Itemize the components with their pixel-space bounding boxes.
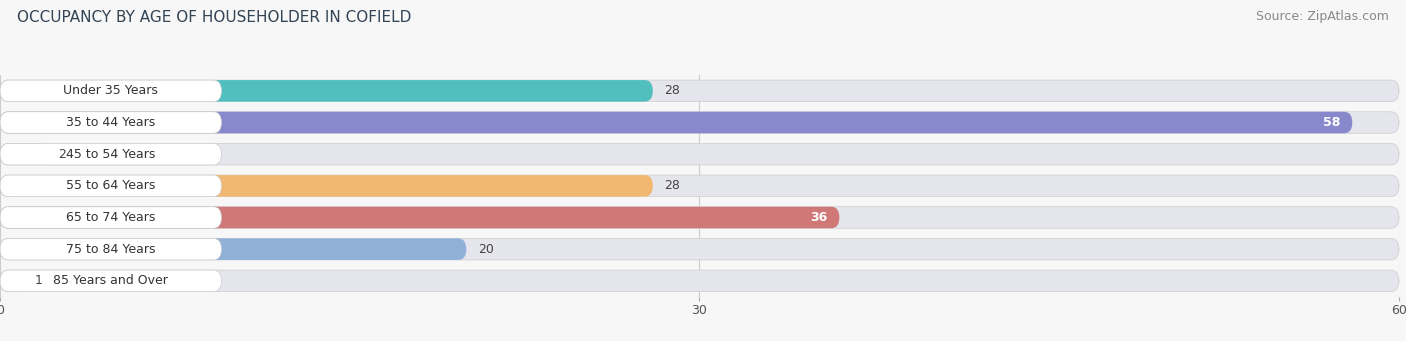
Text: 55 to 64 Years: 55 to 64 Years [66, 179, 156, 192]
FancyBboxPatch shape [0, 238, 222, 260]
FancyBboxPatch shape [0, 270, 222, 292]
FancyBboxPatch shape [0, 175, 652, 197]
Text: 45 to 54 Years: 45 to 54 Years [66, 148, 156, 161]
FancyBboxPatch shape [0, 112, 222, 133]
FancyBboxPatch shape [0, 207, 839, 228]
Text: 1: 1 [35, 275, 42, 287]
FancyBboxPatch shape [0, 80, 1399, 102]
FancyBboxPatch shape [0, 80, 222, 102]
FancyBboxPatch shape [0, 270, 1399, 292]
Text: 35 to 44 Years: 35 to 44 Years [66, 116, 156, 129]
FancyBboxPatch shape [0, 80, 652, 102]
FancyBboxPatch shape [0, 207, 1399, 228]
FancyBboxPatch shape [0, 175, 222, 197]
Text: 28: 28 [665, 84, 681, 97]
FancyBboxPatch shape [0, 144, 222, 165]
FancyBboxPatch shape [0, 112, 1353, 133]
FancyBboxPatch shape [0, 175, 1399, 197]
FancyBboxPatch shape [0, 144, 1399, 165]
Text: 58: 58 [1323, 116, 1341, 129]
Text: 2: 2 [58, 148, 66, 161]
Text: 20: 20 [478, 243, 494, 256]
FancyBboxPatch shape [0, 144, 46, 165]
Text: 36: 36 [810, 211, 828, 224]
Text: OCCUPANCY BY AGE OF HOUSEHOLDER IN COFIELD: OCCUPANCY BY AGE OF HOUSEHOLDER IN COFIE… [17, 10, 411, 25]
Text: Source: ZipAtlas.com: Source: ZipAtlas.com [1256, 10, 1389, 23]
FancyBboxPatch shape [0, 238, 467, 260]
Text: 85 Years and Over: 85 Years and Over [53, 275, 169, 287]
Text: 75 to 84 Years: 75 to 84 Years [66, 243, 156, 256]
Text: 28: 28 [665, 179, 681, 192]
FancyBboxPatch shape [0, 238, 1399, 260]
FancyBboxPatch shape [0, 270, 24, 292]
Text: Under 35 Years: Under 35 Years [63, 84, 159, 97]
Text: 65 to 74 Years: 65 to 74 Years [66, 211, 156, 224]
FancyBboxPatch shape [0, 112, 1399, 133]
FancyBboxPatch shape [0, 207, 222, 228]
